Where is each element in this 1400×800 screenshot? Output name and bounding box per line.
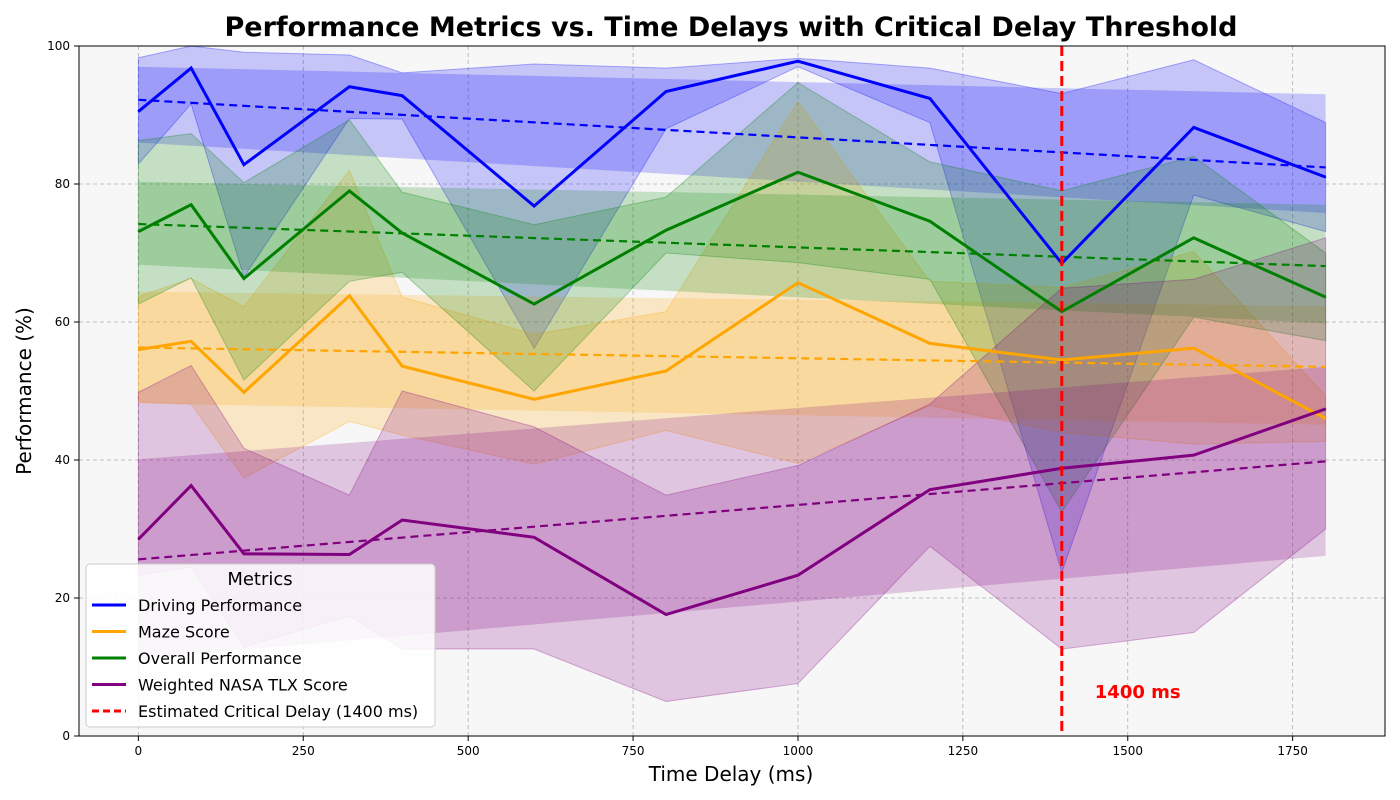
overall-performance-point	[533, 303, 535, 305]
overall-performance-line	[137, 170, 1327, 314]
y-tick-label: 100	[47, 39, 70, 53]
maze-score-point	[1061, 359, 1063, 361]
x-tick-label: 0	[135, 744, 143, 758]
driving-performance-trend-band	[138, 66, 1326, 213]
maze-score-line	[138, 280, 1327, 420]
legend-title: Metrics	[227, 569, 292, 590]
maze-score-point	[137, 349, 139, 351]
weighted-nasa-tlx-score-point	[348, 553, 351, 556]
driving-performance-range-band	[137, 45, 1327, 575]
driving-performance-line	[137, 59, 1327, 266]
maze-score-point	[1193, 347, 1195, 349]
maze-score-point	[533, 398, 535, 400]
maze-score-range-band	[137, 101, 1327, 479]
legend-label-overall-performance: Overall Performance	[138, 649, 302, 668]
overall-performance-point	[1061, 311, 1063, 313]
driving-performance-point	[1193, 126, 1195, 129]
weighted-nasa-tlx-score-point	[190, 484, 192, 487]
weighted-nasa-tlx-score-trend-line	[138, 460, 1326, 561]
driving-performance-trend-line	[138, 98, 1326, 169]
driving-performance-point	[929, 97, 931, 100]
overall-performance-point	[1325, 296, 1327, 298]
legend: Metrics Driving Performance Maze Score Ove…	[85, 563, 436, 728]
critical-delay-annotation: 1400 ms	[1095, 682, 1181, 703]
weighted-nasa-tlx-score-point	[1325, 408, 1327, 410]
overall-performance-point	[401, 232, 403, 234]
overall-performance-trend-line	[138, 222, 1326, 268]
maze-score-point	[401, 365, 403, 367]
driving-performance-point	[190, 67, 192, 69]
chart-title: Performance Metrics vs. Time Delays with…	[225, 12, 1238, 43]
y-tick-label: 60	[55, 315, 70, 329]
x-tick-label: 1000	[783, 744, 814, 758]
weighted-nasa-tlx-score-line	[137, 407, 1327, 617]
x-tick-label: 1750	[1277, 744, 1308, 758]
weighted-nasa-tlx-score-point	[243, 553, 245, 555]
maze-score-point	[190, 340, 192, 342]
maze-score-point	[348, 295, 351, 297]
overall-performance-point	[243, 277, 245, 280]
y-tick-label: 80	[55, 177, 70, 191]
driving-performance-point	[401, 95, 403, 97]
trend-lines	[138, 98, 1326, 561]
legend-label-estimated-critical-delay-1400-ms-: Estimated Critical Delay (1400 ms)	[138, 702, 418, 721]
x-tick-label: 250	[292, 744, 315, 758]
driving-performance-point	[665, 90, 667, 93]
weighted-nasa-tlx-score-point	[533, 536, 535, 538]
legend-label-driving-performance: Driving Performance	[138, 596, 302, 615]
overall-performance-point	[797, 171, 799, 173]
driving-performance-point	[1325, 176, 1327, 178]
maze-score-point	[665, 370, 667, 372]
x-tick-label: 750	[622, 744, 645, 758]
series-lines	[137, 59, 1327, 617]
x-tick-label: 1250	[948, 744, 979, 758]
overall-performance-point	[348, 190, 351, 192]
y-tick-label: 40	[55, 453, 70, 467]
axis-ticks: 0 250 500 750 1000 1250 1500 1750 0 20 40 60 80 100	[47, 39, 1308, 758]
y-tick-label: 0	[62, 729, 70, 743]
weighted-nasa-tlx-score-point	[665, 613, 667, 616]
x-axis-label: Time Delay (ms)	[648, 762, 814, 786]
legend-box	[85, 563, 436, 728]
x-tick-label: 1500	[1112, 744, 1143, 758]
maze-score-point	[929, 342, 931, 344]
weighted-nasa-tlx-score-point	[137, 538, 139, 540]
weighted-nasa-tlx-score-point	[929, 489, 931, 491]
legend-label-weighted-nasa-tlx-score: Weighted NASA TLX Score	[138, 676, 348, 695]
x-tick-label: 500	[457, 744, 480, 758]
overall-performance-point	[190, 204, 192, 206]
y-axis-label: Performance (%)	[12, 307, 36, 475]
legend-items: Driving Performance Maze Score Overall Per…	[92, 596, 418, 721]
driving-performance-point	[797, 60, 799, 62]
overall-performance-point	[665, 229, 667, 231]
maze-score-trend-line	[138, 346, 1326, 368]
plot-frame	[78, 45, 1386, 737]
weighted-nasa-tlx-score-point	[1193, 454, 1195, 456]
overall-performance-range-band	[137, 81, 1327, 513]
driving-performance-point	[533, 205, 535, 207]
driving-performance-point	[243, 164, 245, 166]
overall-performance-point	[137, 231, 139, 233]
weighted-nasa-tlx-score-point	[797, 574, 799, 576]
driving-performance-point	[348, 86, 351, 88]
overall-performance-point	[929, 220, 931, 222]
weighted-nasa-tlx-score-point	[401, 519, 403, 521]
maze-score-trend-band	[138, 291, 1326, 425]
maze-score-point	[243, 391, 245, 393]
critical-delay-layer: 1400 ms	[1060, 46, 1181, 736]
maze-score-point	[797, 282, 799, 284]
maze-score-point	[1325, 418, 1327, 420]
driving-performance-point	[137, 110, 139, 113]
y-tick-label: 20	[55, 591, 70, 605]
legend-label-maze-score: Maze Score	[138, 623, 230, 642]
overall-performance-point	[1193, 237, 1195, 239]
